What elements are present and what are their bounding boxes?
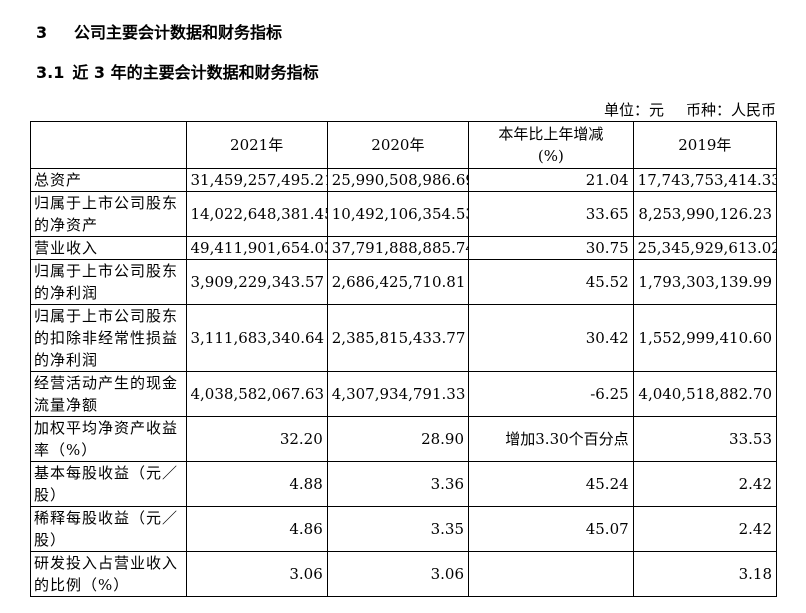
row-label: 经营活动产生的现金流量净额: [30, 371, 187, 417]
cell-2019: 1,793,303,139.99: [632, 259, 778, 305]
cell-2019: 3.18: [632, 551, 778, 597]
table-row: 经营活动产生的现金流量净额 4,038,582,067.63 4,307,934…: [30, 371, 778, 417]
cell-change: 21.04: [468, 168, 634, 192]
cell-2021: 4.88: [185, 461, 328, 507]
header-label: [30, 121, 187, 169]
cell-2020: 37,791,888,885.74: [326, 236, 470, 260]
cell-2019: 2.42: [632, 461, 778, 507]
cell-2019: 1,552,999,410.60: [632, 304, 778, 372]
cell-2021: 4.86: [185, 506, 328, 552]
cell-2021: 49,411,901,654.03: [185, 236, 328, 260]
section-number: 3: [36, 23, 48, 42]
cell-2019: 8,253,990,126.23: [632, 191, 778, 237]
section-heading: 3 公司主要会计数据和财务指标: [36, 22, 282, 44]
row-label: 归属于上市公司股东的扣除非经常性损益的净利润: [30, 304, 187, 372]
cell-change: [468, 551, 634, 597]
cell-2021: 3.06: [185, 551, 328, 597]
cell-2021: 4,038,582,067.63: [185, 371, 328, 417]
cell-change: -6.25: [468, 371, 634, 417]
cell-2021: 14,022,648,381.45: [185, 191, 328, 237]
cell-2021: 31,459,257,495.21: [185, 168, 328, 192]
table-row: 营业收入 49,411,901,654.03 37,791,888,885.74…: [30, 236, 778, 260]
cell-2019: 33.53: [632, 416, 778, 462]
financial-data-table: 2021年 2020年 本年比上年增减(%) 2019年 总资产 31,459,…: [30, 121, 778, 597]
subsection-heading: 3.1 近 3 年的主要会计数据和财务指标: [36, 62, 319, 84]
subsection-number: 3.1: [36, 63, 65, 82]
table-row: 基本每股收益（元／股） 4.88 3.36 45.24 2.42: [30, 461, 778, 507]
cell-2020: 10,492,106,354.53: [326, 191, 470, 237]
cell-2020: 25,990,508,986.69: [326, 168, 470, 192]
cell-change: 33.65: [468, 191, 634, 237]
cell-change: 30.42: [468, 304, 634, 372]
cell-2021: 3,111,683,340.64: [185, 304, 328, 372]
table-row: 稀释每股收益（元／股） 4.86 3.35 45.07 2.42: [30, 506, 778, 552]
table-row: 加权平均净资产收益率（%） 32.20 28.90 增加3.30个百分点 33.…: [30, 416, 778, 462]
row-label: 基本每股收益（元／股）: [30, 461, 187, 507]
unit-line: 单位：元 币种：人民币: [604, 100, 776, 120]
subsection-title: 近 3 年的主要会计数据和财务指标: [72, 63, 319, 82]
cell-2020: 2,686,425,710.81: [326, 259, 470, 305]
row-label: 总资产: [30, 168, 187, 192]
cell-2020: 3.36: [326, 461, 470, 507]
header-2021: 2021年: [185, 121, 328, 169]
row-label: 研发投入占营业收入的比例（%）: [30, 551, 187, 597]
cell-2021: 3,909,229,343.57: [185, 259, 328, 305]
cell-change: 增加3.30个百分点: [468, 416, 634, 462]
cell-2020: 2,385,815,433.77: [326, 304, 470, 372]
row-label: 归属于上市公司股东的净利润: [30, 259, 187, 305]
cell-2020: 3.06: [326, 551, 470, 597]
cell-2020: 4,307,934,791.33: [326, 371, 470, 417]
table-row: 研发投入占营业收入的比例（%） 3.06 3.06 3.18: [30, 551, 778, 597]
unit-label: 单位：元: [603, 101, 664, 119]
table-header-row: 2021年 2020年 本年比上年增减(%) 2019年: [30, 121, 778, 169]
cell-change: 45.52: [468, 259, 634, 305]
cell-change: 30.75: [468, 236, 634, 260]
row-label: 稀释每股收益（元／股）: [30, 506, 187, 552]
header-change: 本年比上年增减(%): [468, 121, 634, 169]
section-title: 公司主要会计数据和财务指标: [74, 23, 283, 42]
currency-label: 币种：人民币: [685, 101, 776, 119]
table-row: 归属于上市公司股东的扣除非经常性损益的净利润 3,111,683,340.64 …: [30, 304, 778, 372]
cell-change: 45.07: [468, 506, 634, 552]
table-row: 总资产 31,459,257,495.21 25,990,508,986.69 …: [30, 168, 778, 192]
row-label: 加权平均净资产收益率（%）: [30, 416, 187, 462]
table-row: 归属于上市公司股东的净利润 3,909,229,343.57 2,686,425…: [30, 259, 778, 305]
cell-2021: 32.20: [185, 416, 328, 462]
table-row: 归属于上市公司股东的净资产 14,022,648,381.45 10,492,1…: [30, 191, 778, 237]
cell-change: 45.24: [468, 461, 634, 507]
header-2020: 2020年: [326, 121, 470, 169]
cell-2020: 3.35: [326, 506, 470, 552]
cell-2019: 4,040,518,882.70: [632, 371, 778, 417]
cell-2019: 2.42: [632, 506, 778, 552]
header-2019: 2019年: [632, 121, 778, 169]
row-label: 营业收入: [30, 236, 187, 260]
cell-2019: 17,743,753,414.33: [632, 168, 778, 192]
cell-2020: 28.90: [326, 416, 470, 462]
row-label: 归属于上市公司股东的净资产: [30, 191, 187, 237]
cell-2019: 25,345,929,613.02: [632, 236, 778, 260]
